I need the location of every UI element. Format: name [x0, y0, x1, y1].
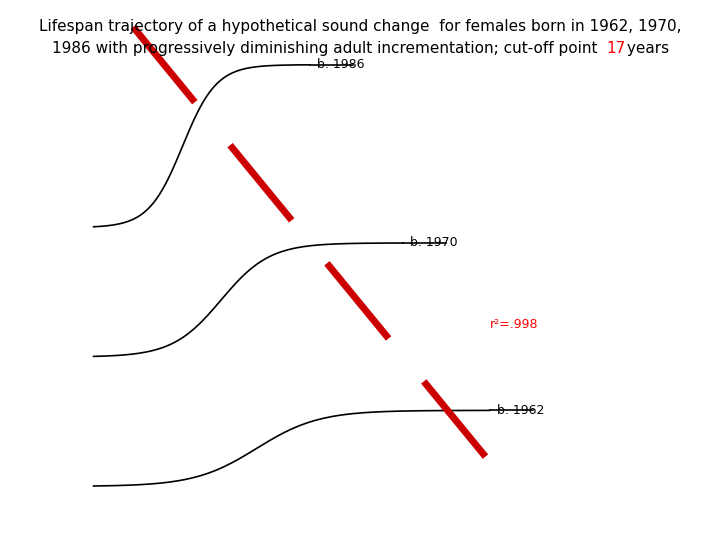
Text: b. 1962: b. 1962 — [497, 404, 544, 417]
Text: 17: 17 — [607, 41, 626, 56]
Text: 1986 with progressively diminishing adult incrementation; cut-off point: 1986 with progressively diminishing adul… — [52, 41, 602, 56]
Text: 1986 with progressively diminishing adult incrementation; cut-off point 17 years: 1986 with progressively diminishing adul… — [52, 41, 668, 56]
Text: r²=.998: r²=.998 — [490, 318, 538, 330]
Text: years: years — [622, 41, 670, 56]
Text: Lifespan trajectory of a hypothetical sound change  for females born in 1962, 19: Lifespan trajectory of a hypothetical so… — [39, 19, 681, 34]
Text: b. 1986: b. 1986 — [317, 58, 364, 71]
Text: b. 1970: b. 1970 — [410, 237, 458, 249]
